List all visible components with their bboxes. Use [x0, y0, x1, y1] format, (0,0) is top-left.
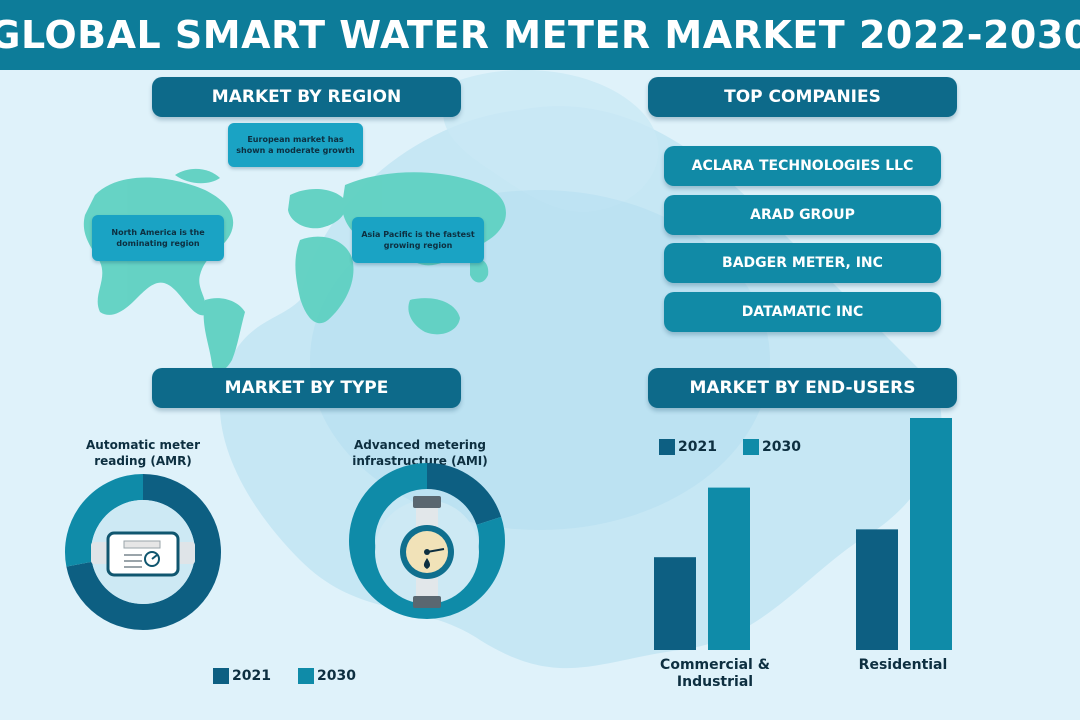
page-header: GLOBAL SMART WATER METER MARKET 2022-203…	[0, 0, 1080, 70]
company-item: BADGER METER, INC	[664, 243, 941, 283]
donut-slice-ami-2030	[349, 463, 505, 619]
water-splash-2	[443, 70, 659, 212]
legend-swatch-2021	[659, 439, 675, 455]
page-title: GLOBAL SMART WATER METER MARKET 2022-203…	[0, 13, 1080, 57]
end-users-legend-2030: 2030	[743, 439, 801, 455]
company-item: ARAD GROUP	[664, 195, 941, 235]
donut-slice-amr-2021	[66, 474, 221, 630]
company-item: ACLARA TECHNOLOGIES LLC	[664, 146, 941, 186]
region-heading: MARKET BY REGION	[152, 77, 461, 117]
legend-swatch-2030	[298, 668, 314, 684]
water-drop	[310, 190, 770, 530]
legend-swatch-2030	[743, 439, 759, 455]
legend-swatch-2021	[213, 668, 229, 684]
legend-label-2021: 2021	[678, 439, 717, 455]
company-item: DATAMATIC INC	[664, 292, 941, 332]
companies-heading: TOP COMPANIES	[648, 77, 957, 117]
legend-label-2021: 2021	[232, 668, 271, 684]
water-meter-icon	[91, 500, 195, 604]
ami-label: Advanced metering infrastructure (AMI)	[352, 438, 488, 468]
asia-pacific-note: Asia Pacific is the fastest growing regi…	[352, 217, 484, 263]
bar-residential-2021	[856, 529, 898, 650]
type-heading: MARKET BY TYPE	[152, 368, 461, 408]
bar-residential-2030	[910, 418, 952, 650]
category-label-residential: Residential	[858, 657, 948, 673]
legend-label-2030: 2030	[317, 668, 356, 684]
amr-label: Automatic meter reading (AMR)	[86, 438, 200, 468]
donut-slice-amr-2030	[65, 474, 144, 567]
type-legend-2030: 2030	[298, 668, 356, 684]
donut-slice-ami-2021	[426, 463, 502, 526]
type-legend-2021: 2021	[213, 668, 271, 684]
pressure-gauge-icon	[375, 496, 479, 608]
end-users-legend-2021: 2021	[659, 439, 717, 455]
europe-note: European market has shown a moderate gro…	[228, 123, 363, 167]
end-users-heading: MARKET BY END-USERS	[648, 368, 957, 408]
north-america-note: North America is the dominating region	[92, 215, 224, 261]
category-label-commercial: Commercial & Industrial	[660, 657, 770, 690]
bar-commercial-2030	[708, 487, 750, 650]
legend-label-2030: 2030	[762, 439, 801, 455]
bar-commercial-2021	[654, 557, 696, 650]
